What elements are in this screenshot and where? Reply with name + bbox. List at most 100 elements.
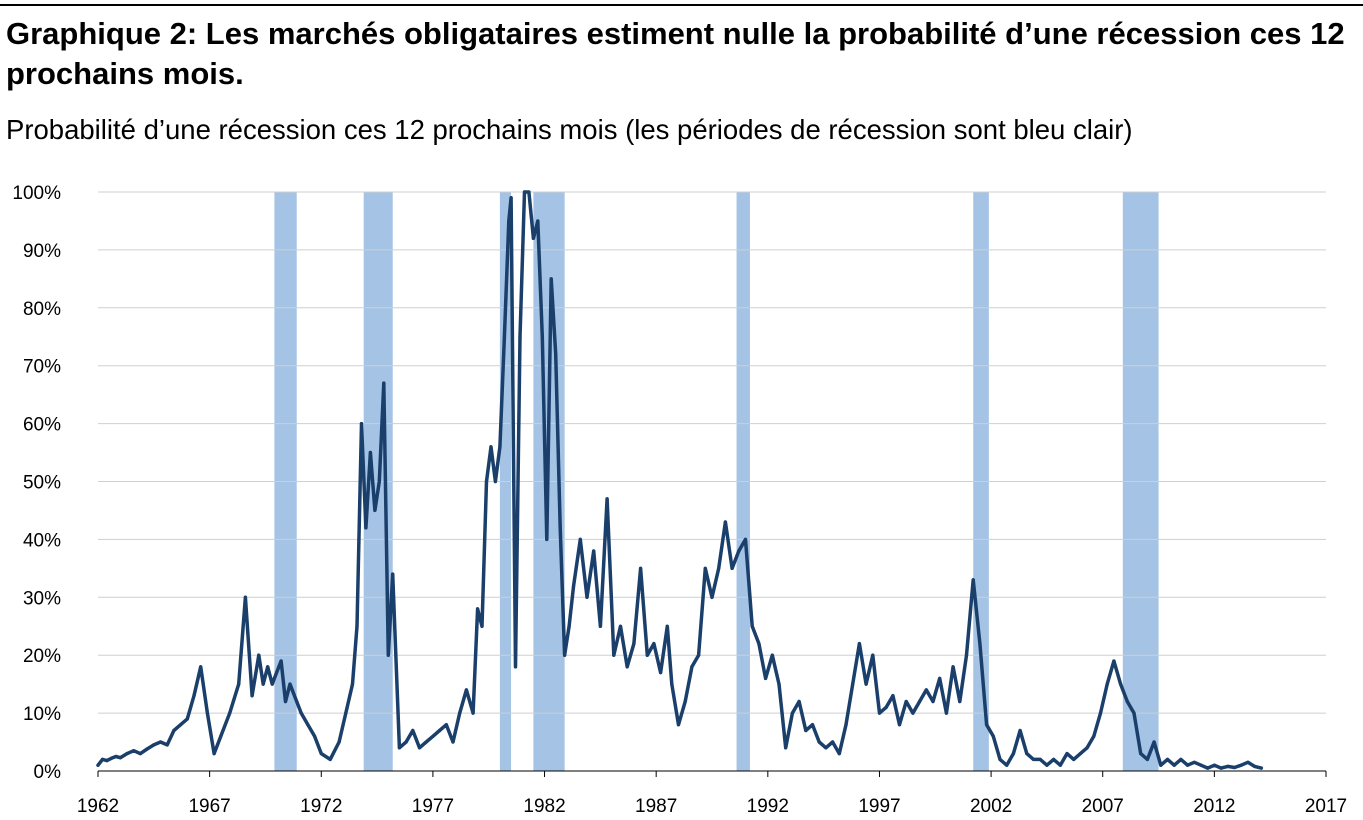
data-point: [904, 699, 908, 704]
data-point: [723, 520, 728, 524]
x-tick-label: 1982: [523, 796, 565, 817]
data-point: [1212, 763, 1216, 767]
data-point: [158, 740, 163, 744]
data-point: [998, 757, 1002, 762]
data-point: [605, 497, 609, 501]
data-point: [522, 190, 527, 194]
data-point: [864, 682, 868, 686]
data-point: [554, 352, 558, 356]
data-point: [228, 711, 232, 715]
data-point: [205, 711, 209, 715]
data-point: [243, 595, 247, 599]
data-point: [717, 566, 721, 571]
data-point: [931, 699, 935, 704]
data-point: [971, 578, 975, 582]
data-point: [790, 711, 795, 715]
data-point: [612, 653, 616, 657]
x-axis: [97, 770, 1327, 777]
data-point: [1005, 763, 1009, 767]
data-point: [118, 756, 122, 760]
data-point: [750, 624, 754, 628]
y-tick-label: 60%: [23, 415, 61, 436]
data-point: [1179, 757, 1183, 762]
y-tick-label: 90%: [23, 241, 61, 262]
data-point: [958, 699, 962, 704]
y-tick-label: 10%: [23, 704, 61, 725]
data-point: [690, 665, 694, 669]
data-point: [804, 728, 808, 733]
data-point: [536, 219, 540, 223]
data-point: [1085, 746, 1089, 750]
data-point: [192, 694, 196, 698]
data-point: [1186, 763, 1190, 767]
data-point: [531, 236, 536, 240]
data-point: [299, 711, 303, 715]
data-point: [471, 711, 475, 715]
data-point: [386, 653, 390, 657]
data-point: [337, 740, 341, 744]
data-point: [652, 642, 656, 646]
data-point: [125, 752, 129, 756]
data-point: [1058, 763, 1062, 767]
data-point: [344, 711, 348, 715]
data-point: [476, 607, 480, 611]
chart-title: Graphique 2: Les marchés obligataires es…: [6, 16, 1345, 91]
data-point: [261, 682, 265, 686]
data-point: [185, 717, 189, 721]
data-point: [368, 450, 372, 455]
chart-subtitle: Probabilité d’une récession ces 12 proch…: [6, 114, 1133, 145]
data-point: [328, 757, 332, 762]
data-point: [837, 752, 841, 756]
x-tick-label: 1967: [188, 796, 230, 817]
data-point: [493, 479, 497, 484]
data-point: [1092, 734, 1096, 738]
data-point: [1172, 763, 1176, 767]
series-line-0: [96, 190, 1264, 770]
data-point: [295, 699, 299, 704]
data-point: [138, 752, 142, 756]
data-point: [1045, 763, 1049, 767]
data-point: [114, 754, 118, 759]
data-point: [1246, 760, 1250, 764]
data-point: [266, 665, 270, 669]
y-tick-label: 30%: [23, 588, 61, 609]
data-point: [464, 688, 468, 692]
x-tick-label: 2017: [1305, 796, 1347, 817]
data-point: [502, 335, 506, 339]
data-point: [1078, 752, 1082, 756]
data-point: [670, 682, 674, 686]
top-rule: [0, 4, 1363, 6]
data-point: [697, 653, 701, 657]
data-point: [165, 743, 169, 747]
data-point: [1132, 711, 1136, 715]
data-point: [417, 746, 422, 750]
data-point: [665, 624, 669, 628]
data-point: [1219, 766, 1223, 770]
data-point: [764, 676, 768, 681]
y-tick-label: 40%: [23, 530, 61, 551]
data-point: [1025, 752, 1029, 756]
data-point: [1165, 757, 1170, 762]
data-point: [105, 759, 109, 763]
data-point: [558, 526, 562, 530]
x-tick-label: 2012: [1193, 796, 1235, 817]
data-point: [391, 572, 395, 576]
data-point: [844, 723, 848, 727]
data-point: [1038, 757, 1042, 762]
data-point: [797, 699, 801, 704]
x-tick-label: 1997: [858, 796, 900, 817]
data-point: [109, 756, 113, 760]
data-point: [703, 566, 707, 571]
data-point: [288, 682, 292, 686]
data-point: [438, 728, 442, 733]
data-point: [404, 740, 408, 744]
data-point: [270, 682, 274, 686]
data-point: [219, 734, 223, 738]
data-point: [632, 642, 636, 646]
data-point: [978, 642, 982, 646]
data-point: [884, 705, 888, 709]
y-tick-label: 0%: [34, 762, 62, 783]
data-point: [964, 653, 969, 657]
data-point: [411, 728, 415, 733]
data-point: [444, 723, 448, 727]
